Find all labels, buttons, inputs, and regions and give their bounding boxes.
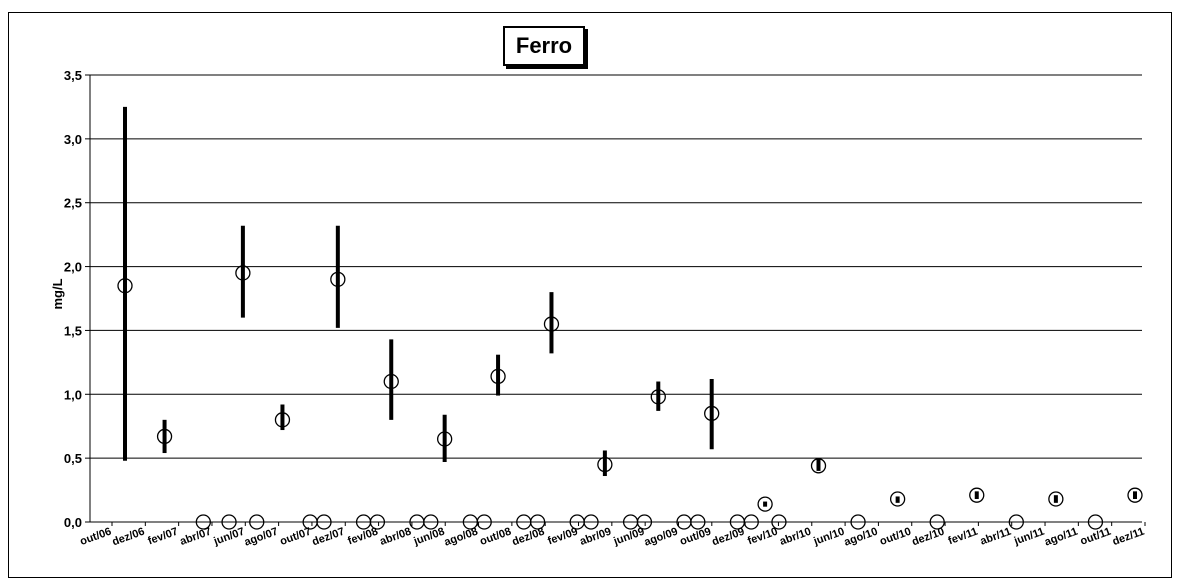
mean-marker: [636, 514, 653, 530]
x-tick-label: out/06: [78, 526, 113, 548]
mean-marker: [1008, 514, 1024, 530]
mean-marker: [583, 514, 599, 530]
mean-marker: [195, 514, 211, 530]
x-tick-label: ago/07: [243, 526, 280, 549]
mean-markers: [117, 265, 1143, 530]
x-tick-label: abr/09: [578, 526, 613, 548]
chart-frame: [8, 12, 1172, 578]
x-tick-label: fev/11: [947, 526, 980, 548]
mean-marker: [543, 316, 560, 332]
y-tick-label: 0,0: [64, 515, 82, 530]
x-tick-label: dez/11: [1111, 526, 1146, 549]
grid-lines: [90, 74, 1142, 459]
mean-marker: [476, 514, 492, 530]
mean-marker: [850, 514, 866, 530]
mean-marker: [490, 368, 506, 385]
y-tick-label: 2,0: [64, 260, 82, 275]
x-tick-label: jun/10: [811, 526, 846, 548]
x-tick-label: ago/09: [643, 526, 680, 549]
mean-marker: [1087, 514, 1104, 530]
x-tick-label: dez/10: [910, 526, 946, 549]
x-tick-label: abr/07: [178, 526, 213, 548]
range-bars: [123, 106, 1137, 507]
mean-marker: [437, 431, 453, 447]
x-tick-label: dez/07: [311, 526, 347, 549]
x-tick-label: fev/07: [146, 526, 179, 548]
y-tick-label: 1,5: [64, 323, 82, 338]
x-tick-label: dez/08: [511, 526, 547, 549]
y-tick-label: 3,5: [64, 68, 82, 83]
mean-marker: [690, 514, 706, 530]
mean-marker: [771, 514, 787, 530]
mean-marker: [929, 514, 945, 530]
x-tick-label: dez/06: [111, 526, 147, 549]
mean-marker: [889, 491, 906, 507]
mean-marker: [316, 514, 332, 530]
x-tick-label: abr/11: [979, 526, 1013, 548]
mean-marker: [249, 514, 265, 530]
mean-marker: [117, 278, 133, 294]
mean-marker: [235, 265, 251, 281]
mean-marker: [757, 496, 773, 512]
x-tick-label: dez/09: [710, 526, 746, 549]
mean-marker: [383, 373, 399, 390]
axes: [85, 74, 1146, 526]
x-tick-label: out/10: [878, 526, 913, 548]
mean-marker: [597, 456, 613, 473]
y-tick-label: 2,5: [64, 196, 82, 211]
x-tick-label: ago/08: [443, 526, 480, 549]
chart-title: Ferro: [503, 26, 585, 66]
mean-marker: [969, 487, 985, 503]
mean-marker: [330, 271, 346, 287]
mean-marker: [423, 514, 439, 530]
mean-marker: [529, 514, 546, 530]
y-tick-label: 3,0: [64, 132, 82, 147]
y-axis-label: mg/L: [50, 278, 65, 309]
mean-marker: [156, 428, 173, 445]
x-tick-label: abr/08: [378, 526, 413, 548]
mean-marker: [704, 405, 720, 422]
mean-marker: [810, 458, 827, 474]
mean-marker: [221, 514, 237, 530]
x-tick-label: abr/10: [778, 526, 813, 548]
y-tick-label: 0,5: [64, 451, 82, 466]
mean-marker: [743, 514, 759, 530]
mean-marker: [650, 389, 666, 405]
x-tick-label: ago/11: [1043, 526, 1079, 549]
mean-marker: [1048, 491, 1064, 507]
mean-marker: [369, 514, 386, 530]
y-tick-label: 1,0: [64, 387, 82, 402]
mean-marker: [1127, 487, 1143, 503]
mean-marker: [274, 412, 291, 428]
y-tick-labels: 0,0 0,5 1,0 1,5 2,0 2,5 3,0 3,5: [64, 68, 82, 530]
